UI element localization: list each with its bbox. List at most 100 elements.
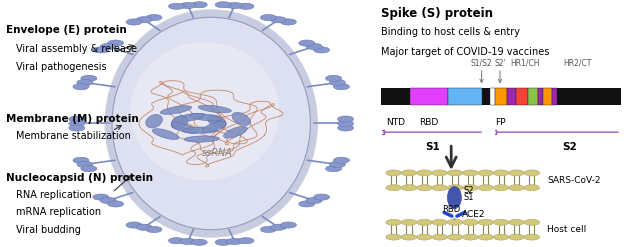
Ellipse shape [93,194,109,200]
Text: S1: S1 [464,193,474,202]
Ellipse shape [280,222,296,228]
Ellipse shape [93,47,109,53]
Circle shape [447,185,463,191]
Circle shape [524,170,540,176]
Text: S1/S2: S1/S2 [471,59,492,68]
Circle shape [401,185,417,191]
Ellipse shape [77,80,93,86]
Text: Membrane stabilization: Membrane stabilization [16,131,131,141]
Text: NTD: NTD [386,118,404,127]
Ellipse shape [173,113,205,122]
Ellipse shape [333,157,349,163]
Ellipse shape [215,2,231,8]
Bar [448,88,482,105]
Text: S2: S2 [464,186,474,195]
Circle shape [463,170,478,176]
Text: ACE2: ACE2 [462,210,486,219]
Ellipse shape [171,116,188,129]
Circle shape [493,185,509,191]
Ellipse shape [215,239,231,245]
Ellipse shape [191,239,207,245]
Ellipse shape [131,42,279,180]
Ellipse shape [260,226,276,233]
Ellipse shape [314,194,330,200]
Ellipse shape [182,127,218,133]
Bar [381,88,621,105]
Ellipse shape [108,201,124,207]
Circle shape [432,234,447,240]
Circle shape [417,234,432,240]
Bar [516,88,529,105]
Circle shape [509,170,524,176]
Bar [538,88,543,105]
Text: HR2/CT: HR2/CT [563,59,592,68]
Circle shape [478,234,493,240]
Text: Envelope (E) protein: Envelope (E) protein [6,25,127,35]
Text: S1: S1 [425,142,440,152]
Ellipse shape [69,120,85,126]
Ellipse shape [280,19,296,25]
Ellipse shape [112,17,310,230]
Ellipse shape [338,121,354,127]
Bar [490,88,495,105]
Ellipse shape [100,43,116,50]
Ellipse shape [330,80,346,86]
Circle shape [417,219,432,225]
Ellipse shape [238,238,254,244]
Ellipse shape [73,84,89,90]
Text: mRNA replication: mRNA replication [16,207,101,217]
Ellipse shape [100,197,116,204]
Circle shape [463,219,478,225]
Ellipse shape [180,2,196,9]
Circle shape [432,185,447,191]
Ellipse shape [271,17,287,23]
Ellipse shape [198,105,232,113]
Ellipse shape [160,106,192,114]
Ellipse shape [338,125,354,131]
Ellipse shape [146,114,163,128]
Circle shape [447,234,463,240]
Circle shape [432,170,447,176]
Circle shape [401,234,417,240]
Ellipse shape [260,14,276,21]
Ellipse shape [136,17,152,23]
Ellipse shape [299,201,315,207]
Ellipse shape [81,165,97,172]
Ellipse shape [146,14,162,21]
Ellipse shape [326,75,342,82]
Circle shape [493,219,509,225]
Ellipse shape [306,43,322,50]
Text: ssRNA: ssRNA [202,148,233,158]
Ellipse shape [314,47,330,53]
Ellipse shape [168,3,184,9]
Ellipse shape [330,161,346,167]
Ellipse shape [333,84,349,90]
Text: SARS-CoV-2: SARS-CoV-2 [547,176,601,185]
Circle shape [386,185,401,191]
Circle shape [386,219,401,225]
Text: Major target of COVID-19 vaccines: Major target of COVID-19 vaccines [381,47,549,57]
Bar [410,88,448,105]
Text: Viral assembly & release: Viral assembly & release [16,44,137,54]
Ellipse shape [136,224,152,230]
Ellipse shape [271,224,287,230]
Text: Nucleocapsid (N) protein: Nucleocapsid (N) protein [6,173,154,183]
Text: S2: S2 [563,142,577,152]
Circle shape [417,185,432,191]
Ellipse shape [191,2,207,8]
Ellipse shape [232,112,250,125]
Circle shape [524,219,540,225]
Circle shape [509,219,524,225]
Circle shape [509,185,524,191]
Circle shape [447,170,463,176]
Circle shape [493,170,509,176]
Ellipse shape [73,157,89,163]
Ellipse shape [126,222,142,228]
Text: RBD: RBD [419,118,438,127]
Ellipse shape [146,226,162,233]
Text: RBD: RBD [442,205,460,214]
Text: Host cell: Host cell [547,225,586,234]
Ellipse shape [299,40,315,46]
Ellipse shape [69,125,85,131]
Ellipse shape [189,113,222,121]
